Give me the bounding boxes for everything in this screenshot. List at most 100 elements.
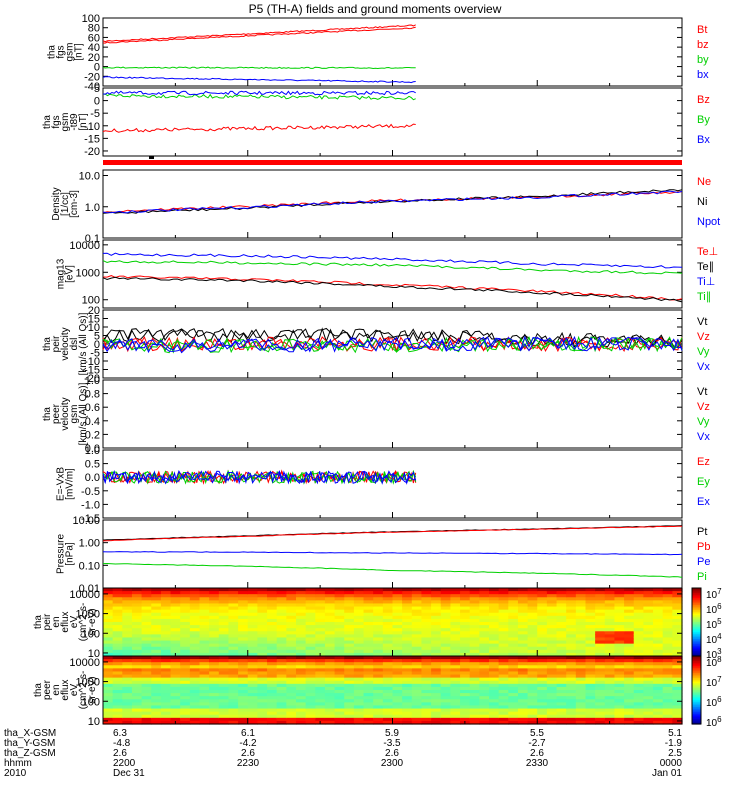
spectrogram-cell (624, 662, 635, 666)
spectrogram-cell (334, 705, 345, 710)
spectrogram-cell (575, 597, 587, 601)
spectrogram-cell (643, 625, 654, 629)
spectrogram-cell (296, 696, 307, 700)
spectrogram-cell (653, 588, 664, 592)
spectrogram-cell (431, 649, 442, 654)
spectrogram-cell (199, 680, 210, 685)
spectrogram-cell (489, 683, 500, 688)
spectrogram-cell (624, 696, 635, 700)
spectrogram-cell (305, 603, 316, 608)
spectrogram-cell (527, 594, 538, 598)
spectrogram-cell (141, 588, 152, 592)
spectrogram-cell (141, 646, 152, 651)
x-row-value: Dec 31 (113, 768, 145, 779)
spectrogram-cell (305, 634, 316, 639)
spectrogram-cell (421, 634, 432, 639)
spectrogram-cell (527, 690, 538, 694)
spectrogram-cell (556, 674, 567, 679)
colorbar-cell (692, 628, 701, 632)
spectrogram-cell (479, 717, 490, 722)
spectrogram-cell (527, 618, 538, 623)
spectrogram-cell (546, 708, 558, 713)
spectrogram-cell (469, 588, 480, 592)
spectrogram-cell (180, 668, 191, 673)
y-axis-label-line: [cm-3] (69, 190, 80, 218)
x-row-value: 5.5 (530, 728, 544, 739)
spectrogram-cell (672, 696, 683, 700)
spectrogram-cell (624, 671, 635, 676)
spectrogram-cell (537, 708, 548, 713)
spectrogram-cell (199, 693, 210, 697)
spectrogram-cell (440, 717, 451, 722)
spectrogram-cell (566, 646, 577, 651)
spectrogram-cell (247, 659, 258, 663)
spectrogram-cell (411, 668, 423, 673)
spectrogram-cell (585, 656, 596, 660)
spectrogram-cell (527, 699, 538, 703)
spectrogram-cell (141, 708, 152, 713)
spectrogram-cell (382, 612, 394, 617)
spectrogram-cell (460, 646, 471, 651)
spectrogram-cell (103, 690, 114, 694)
spectrogram-cell (189, 674, 201, 679)
spectrogram-cell (324, 625, 336, 629)
spectrogram-cell (440, 702, 451, 707)
spectrogram-cell (315, 674, 326, 679)
spectrogram-cell (209, 674, 220, 679)
spectrogram-cell (324, 714, 336, 719)
colorbar-cell (692, 622, 701, 625)
spectrogram-cell (238, 671, 249, 676)
spectrogram-cell (382, 609, 394, 614)
spectrogram-cell (218, 668, 230, 673)
spectrogram-cell (151, 656, 162, 660)
spectrogram-cell (218, 656, 230, 660)
spectrogram-cell (228, 662, 239, 666)
spectrogram-cell (633, 591, 644, 595)
spectrogram-cell (440, 652, 451, 657)
spectrogram-cell (431, 652, 442, 657)
spectrogram-cell (286, 603, 297, 608)
spectrogram-cell (469, 683, 480, 688)
spectrogram-cell (411, 656, 423, 660)
y-axis-label-line: eflux (60, 679, 71, 700)
spectrogram-cell (382, 717, 394, 722)
spectrogram-cell (131, 628, 143, 632)
spectrogram-cell (643, 656, 654, 660)
spectrogram-cell (633, 612, 644, 617)
spectrogram-cell (170, 680, 181, 685)
spectrogram-cell (653, 714, 664, 719)
spectrogram-cell (450, 693, 461, 697)
x-row-value: 2330 (526, 758, 549, 769)
spectrogram-cell (170, 622, 181, 626)
spectrogram-cell (286, 696, 297, 700)
spectrogram-cell (479, 640, 490, 645)
spectrogram-cell (122, 714, 133, 719)
spectrogram-cell (575, 720, 587, 725)
spectrogram-cell (460, 696, 471, 700)
spectrogram-cell (324, 686, 336, 691)
spectrogram-cell (633, 615, 644, 620)
spectrogram-cell (527, 665, 538, 669)
colorbar-cell (692, 625, 701, 628)
spectrogram-cell (489, 603, 500, 608)
spectrogram-cell (479, 659, 490, 663)
spectrogram-cell (170, 699, 181, 703)
spectrogram-cell (604, 662, 616, 666)
spectrogram-cell (460, 693, 471, 697)
spectrogram-cell (324, 690, 336, 694)
spectrogram-cell (276, 680, 287, 685)
spectrogram-cell (373, 652, 384, 657)
spectrogram-cell (604, 591, 616, 595)
spectrogram-cell (180, 717, 191, 722)
spectrogram-cell (643, 646, 654, 651)
spectrogram-cell (489, 591, 500, 595)
spectrogram-cell (170, 606, 181, 611)
spectrogram-cell (324, 640, 336, 645)
spectrogram-cell (160, 720, 172, 725)
spectrogram-cell (218, 659, 230, 663)
spectrogram-cell (122, 643, 133, 648)
spectrogram-cell (305, 699, 316, 703)
spectrogram-cell (276, 615, 287, 620)
spectrogram-cell (305, 622, 316, 626)
y-axis-label-line: fgs (51, 115, 62, 128)
